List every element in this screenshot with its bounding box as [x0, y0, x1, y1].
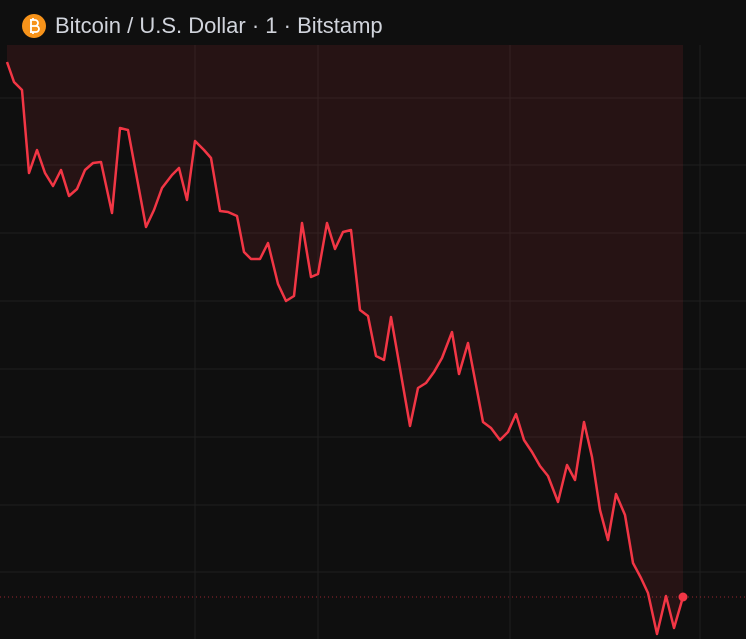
price-line	[5, 61, 685, 636]
last-point	[678, 592, 688, 602]
symbol-icon	[22, 14, 46, 38]
area-fill	[7, 45, 683, 634]
chart-title: Bitcoin / U.S. Dollar · 1 · Bitstamp	[55, 13, 383, 38]
plot	[0, 45, 746, 636]
